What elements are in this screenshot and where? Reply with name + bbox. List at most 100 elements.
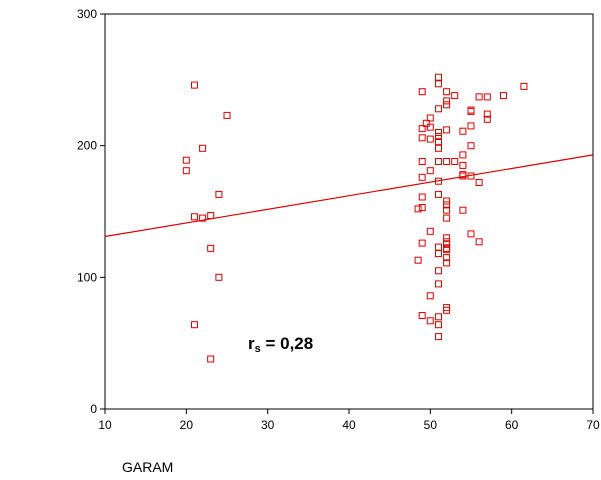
data-point xyxy=(467,122,475,130)
data-point xyxy=(418,125,426,133)
data-point xyxy=(483,93,491,101)
data-point xyxy=(435,80,442,88)
data-point xyxy=(435,333,442,341)
data-point xyxy=(435,250,442,258)
data-point xyxy=(426,292,434,300)
x-tick-label: 30 xyxy=(261,418,275,432)
data-point xyxy=(475,93,483,101)
data-point xyxy=(467,172,475,180)
data-point xyxy=(414,256,422,264)
data-point xyxy=(443,88,451,96)
data-point xyxy=(182,167,190,175)
data-point xyxy=(443,197,451,205)
data-point xyxy=(435,158,442,165)
data-point xyxy=(199,144,207,152)
data-point xyxy=(435,73,442,81)
plot-frame xyxy=(104,13,594,410)
data-point xyxy=(418,158,426,165)
data-point xyxy=(443,201,451,209)
x-tick-label: 70 xyxy=(586,418,600,432)
spearman-annotation: rs = 0,28 xyxy=(248,334,313,355)
data-point xyxy=(443,101,451,109)
data-point xyxy=(500,92,507,100)
data-point xyxy=(426,317,434,325)
data-point xyxy=(182,156,190,164)
data-point xyxy=(467,107,475,115)
data-point xyxy=(223,111,231,119)
data-point xyxy=(191,321,198,329)
data-point xyxy=(426,114,434,122)
data-point xyxy=(443,234,451,242)
data-point xyxy=(467,230,475,238)
data-point xyxy=(459,172,467,180)
data-point xyxy=(422,119,430,127)
data-point xyxy=(418,193,426,201)
data-point xyxy=(435,321,442,329)
y-tick-label: 300 xyxy=(77,7,97,21)
data-point xyxy=(435,129,442,136)
data-point xyxy=(451,92,459,100)
data-point xyxy=(435,138,442,146)
data-point xyxy=(418,239,426,247)
data-point xyxy=(191,213,198,221)
plot-area xyxy=(104,13,594,410)
data-point xyxy=(475,238,483,246)
data-point xyxy=(459,206,467,214)
data-point xyxy=(451,158,459,165)
annotation-r: r xyxy=(248,334,255,353)
data-point xyxy=(435,133,442,140)
y-tick-label: 100 xyxy=(77,270,97,284)
data-point xyxy=(435,177,442,185)
data-point xyxy=(467,142,475,150)
data-point xyxy=(443,306,451,314)
data-point xyxy=(435,190,442,198)
data-point xyxy=(475,179,483,186)
data-points xyxy=(182,73,528,363)
data-point xyxy=(483,110,491,118)
data-point xyxy=(418,88,426,96)
data-point xyxy=(207,244,215,252)
y-tick-label: 200 xyxy=(77,139,97,153)
data-point xyxy=(443,97,451,105)
x-tick-label: 50 xyxy=(424,418,438,432)
data-point xyxy=(520,82,528,90)
data-point xyxy=(418,312,426,319)
data-point xyxy=(215,273,223,281)
annotation-subscript: s xyxy=(255,343,261,355)
x-axis-ticks: 10 20 30 40 50 60 70 xyxy=(98,409,600,432)
data-point xyxy=(443,254,451,262)
data-point xyxy=(414,205,422,213)
y-axis-ticks: 0 100 200 300 xyxy=(77,7,105,416)
data-point xyxy=(207,355,215,363)
data-point xyxy=(435,105,442,113)
data-point xyxy=(215,190,223,198)
data-point xyxy=(443,158,451,165)
data-point xyxy=(426,123,434,131)
data-point xyxy=(199,214,207,222)
data-point xyxy=(207,212,215,219)
annotation-value: = 0,28 xyxy=(261,334,313,353)
data-point xyxy=(426,135,434,143)
x-tick-label: 10 xyxy=(98,418,112,432)
data-point xyxy=(443,214,451,222)
regression-line xyxy=(104,154,594,238)
data-point xyxy=(443,206,451,214)
data-point xyxy=(459,151,467,159)
data-point xyxy=(435,144,442,152)
data-point xyxy=(418,204,426,211)
data-point xyxy=(191,81,198,89)
data-point xyxy=(459,127,467,135)
data-point xyxy=(418,134,426,142)
data-point xyxy=(435,313,442,321)
x-tick-label: 40 xyxy=(342,418,356,432)
data-point xyxy=(426,227,434,235)
x-axis-label: GARAM xyxy=(122,459,173,475)
x-tick-label: 60 xyxy=(505,418,519,432)
data-point xyxy=(459,161,467,169)
data-point xyxy=(483,115,491,123)
data-point xyxy=(443,246,451,254)
fit-line-group xyxy=(104,154,594,238)
data-point xyxy=(443,259,451,267)
data-point xyxy=(435,267,442,275)
